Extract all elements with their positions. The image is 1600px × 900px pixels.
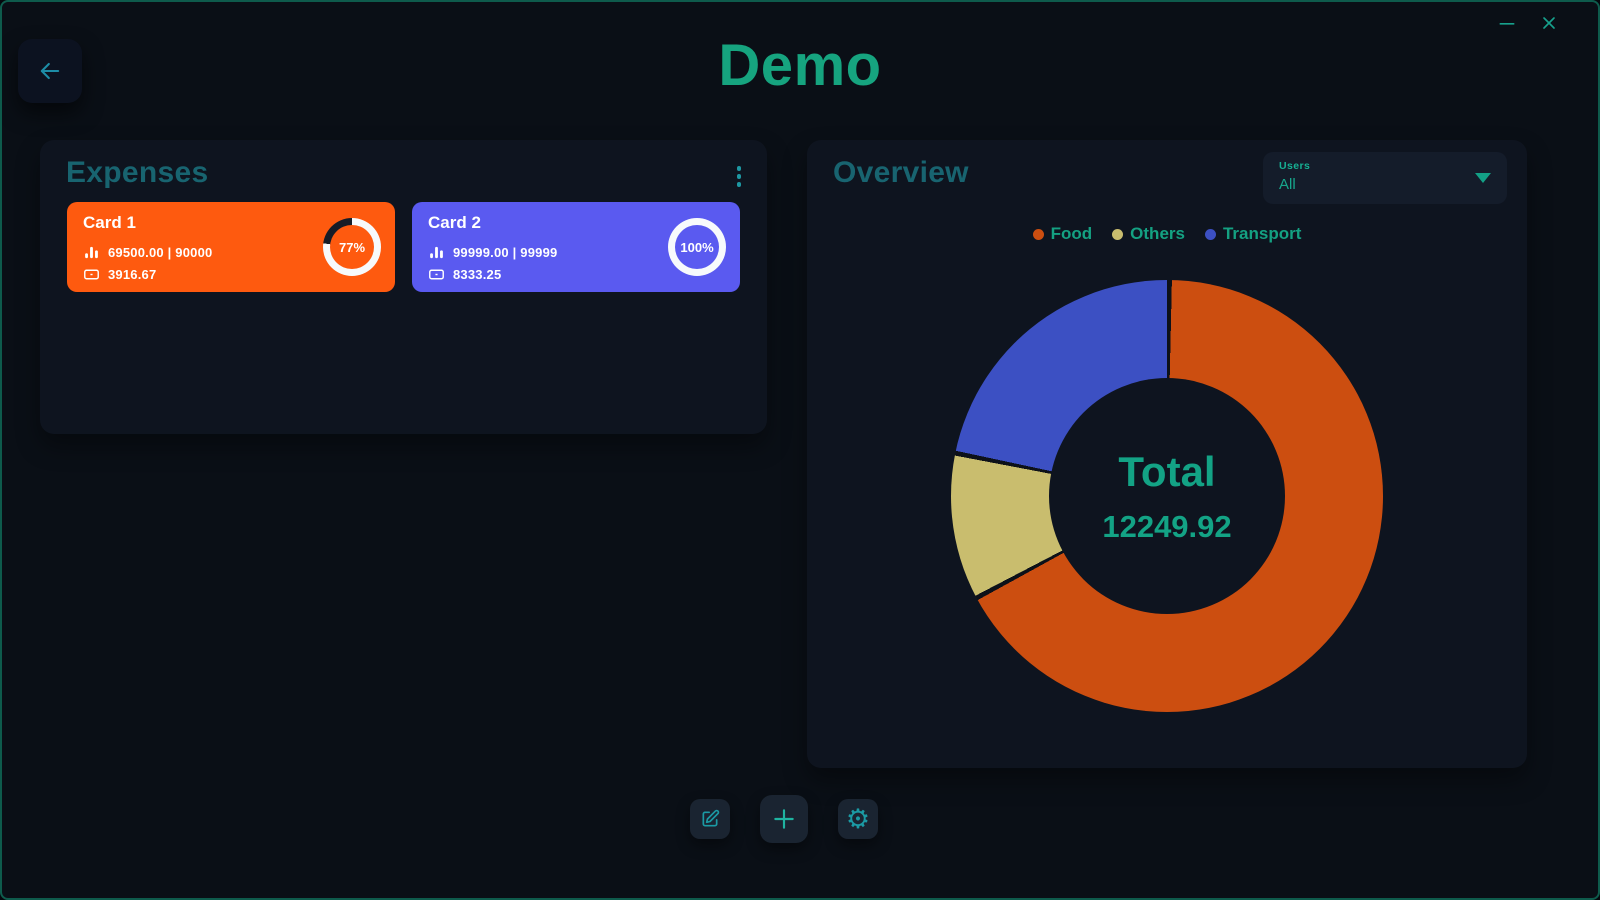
users-select-label: Users [1279, 160, 1311, 172]
back-button[interactable] [18, 39, 82, 103]
chart-legend: Food Others Transport [807, 224, 1527, 244]
card-stat-value: 69500.00 | 90000 [108, 245, 213, 260]
progress-ring-hole: 77% [330, 225, 374, 269]
legend-item-others[interactable]: Others [1112, 224, 1185, 244]
card-budget-row: 3916.67 [83, 266, 379, 283]
expense-card-2[interactable]: Card 2 99999.00 | 99999 8333.25 100% [412, 202, 740, 292]
legend-dot [1032, 228, 1044, 240]
close-icon [1543, 17, 1555, 29]
total-value: 12249.92 [1102, 508, 1232, 544]
card-stat-row: 69500.00 | 90000 [83, 244, 379, 261]
add-button[interactable] [760, 795, 808, 843]
back-arrow-icon [40, 62, 60, 80]
legend-item-food[interactable]: Food [1032, 224, 1093, 244]
legend-label: Others [1130, 224, 1185, 243]
bottom-toolbar: ⚙ [690, 795, 878, 843]
bar-chart-icon [430, 246, 443, 259]
progress-label: 100% [680, 239, 714, 255]
progress-ring-hole: 100% [675, 225, 719, 269]
legend-dot [1112, 228, 1124, 240]
legend-item-transport[interactable]: Transport [1204, 224, 1302, 244]
edit-square-icon [702, 809, 720, 827]
card-budget-row: 8333.25 [428, 266, 724, 283]
edit-button[interactable] [690, 799, 730, 839]
progress-ring: 77% [323, 218, 381, 276]
overview-panel: Overview Users All Food Others Transport… [807, 140, 1527, 768]
legend-label: Transport [1222, 224, 1302, 243]
card-name: Card 1 [83, 213, 136, 232]
card-name: Card 2 [428, 213, 481, 232]
minimize-button[interactable] [1494, 10, 1520, 36]
kebab-menu-button[interactable] [733, 162, 746, 191]
page-title: Demo [718, 33, 882, 98]
payment-card-icon [84, 269, 99, 280]
chevron-down-icon [1475, 173, 1491, 183]
donut-center: Total 12249.92 [1049, 378, 1285, 614]
overview-title: Overview [833, 156, 969, 189]
minimize-icon [1499, 23, 1515, 25]
users-select[interactable]: Users All [1263, 152, 1507, 204]
card-stat-row: 99999.00 | 99999 [428, 244, 724, 261]
payment-card-icon [429, 269, 444, 280]
kebab-menu-icon [736, 166, 741, 171]
expense-cards: Card 1 69500.00 | 90000 3916.67 77% Card… [67, 202, 740, 292]
legend-label: Food [1050, 224, 1093, 243]
legend-dot [1204, 228, 1216, 240]
gear-icon: ⚙ [845, 803, 871, 835]
total-label: Total [1118, 447, 1216, 495]
expense-card-1[interactable]: Card 1 69500.00 | 90000 3916.67 77% [67, 202, 395, 292]
donut-chart[interactable]: Total 12249.92 [951, 280, 1383, 712]
bar-chart-icon [85, 246, 98, 259]
users-select-value: All [1279, 176, 1296, 193]
card-budget-value: 8333.25 [453, 267, 502, 282]
close-button[interactable] [1536, 10, 1562, 36]
card-budget-value: 3916.67 [108, 267, 157, 282]
plus-icon [774, 809, 794, 829]
window-controls [1494, 10, 1562, 36]
progress-label: 77% [338, 239, 366, 255]
card-stat-value: 99999.00 | 99999 [453, 245, 558, 260]
expenses-panel: Expenses Card 1 69500.00 | 90000 3916.67… [40, 140, 767, 434]
progress-ring: 100% [668, 218, 726, 276]
expenses-title: Expenses [66, 156, 209, 189]
settings-button[interactable]: ⚙ [838, 799, 878, 839]
